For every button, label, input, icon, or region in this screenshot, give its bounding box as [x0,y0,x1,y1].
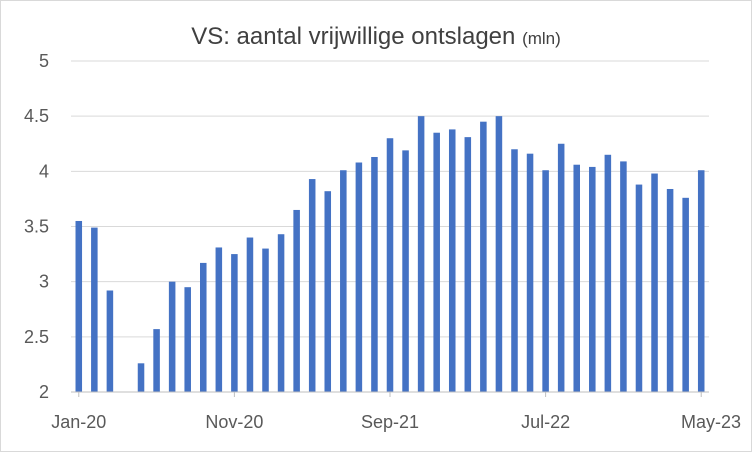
bar-aug-20 [184,287,191,392]
bar-dec-21 [433,132,440,392]
bar-feb-22 [464,137,472,392]
bars [75,116,705,393]
bar-jul-22 [542,170,549,392]
x-tick-label: May-23 [681,412,741,432]
bar-may-22 [511,149,518,392]
bar-jun-22 [526,153,534,392]
bar-apr-21 [308,179,316,392]
bar-sep-21 [386,138,394,392]
y-tick-label: 4.5 [24,106,49,126]
bar-dec-22 [620,161,627,392]
bar-mar-23 [666,188,674,392]
bar-feb-23 [651,173,658,392]
bar-oct-20 [215,247,223,392]
bar-apr-23 [682,197,689,392]
bar-may-20 [137,363,145,392]
x-axis-labels: Jan-20 Nov-20 Sep-21 Jul-22 May-23 [51,392,741,432]
chart-title-text: VS: aantal vrijwillige ontslagen [191,23,516,50]
y-tick-label: 2.5 [24,327,49,347]
bar-feb-21 [277,234,285,392]
bar-may-21 [324,191,332,392]
x-tick-label: Nov-20 [205,412,263,432]
x-tick-label: Sep-21 [361,412,419,432]
bar-aug-22 [557,143,565,392]
y-tick-label: 5 [39,51,49,71]
bar-jul-20 [168,281,176,392]
bar-jun-21 [340,170,347,392]
bar-apr-22 [495,116,503,393]
bar-jan-20 [75,220,83,392]
bar-sep-22 [573,164,580,392]
bar-jan-21 [262,248,269,392]
bar-dec-20 [246,237,254,392]
bar-jan-23 [635,184,643,392]
bar-jun-20 [153,329,160,392]
bar-sep-20 [200,262,207,392]
bar-aug-21 [371,156,378,392]
bar-mar-20 [106,290,114,392]
bar-feb-20 [91,227,98,392]
bar-mar-21 [293,209,300,392]
chart-title-unit: (mln) [522,29,561,48]
y-tick-label: 3.5 [24,217,49,237]
y-axis-labels: 2 2.5 3 3.5 4 4.5 5 [24,51,49,402]
bar-oct-21 [402,150,409,392]
x-tick-label: Jan-20 [51,412,106,432]
y-tick-label: 2 [39,382,49,402]
bar-nov-20 [231,254,238,392]
bar-nov-22 [604,154,612,392]
y-tick-label: 3 [39,272,49,292]
x-tick-label: Jul-22 [521,412,570,432]
y-tick-label: 4 [39,161,49,181]
bar-jan-22 [448,129,456,392]
bar-jul-21 [355,162,363,392]
bar-oct-22 [589,166,596,392]
bar-mar-22 [480,121,487,392]
bar-nov-21 [417,116,425,393]
bar-may-23 [697,170,705,392]
chart-title: VS: aantal vrijwillige ontslagen (mln) [1,23,751,51]
